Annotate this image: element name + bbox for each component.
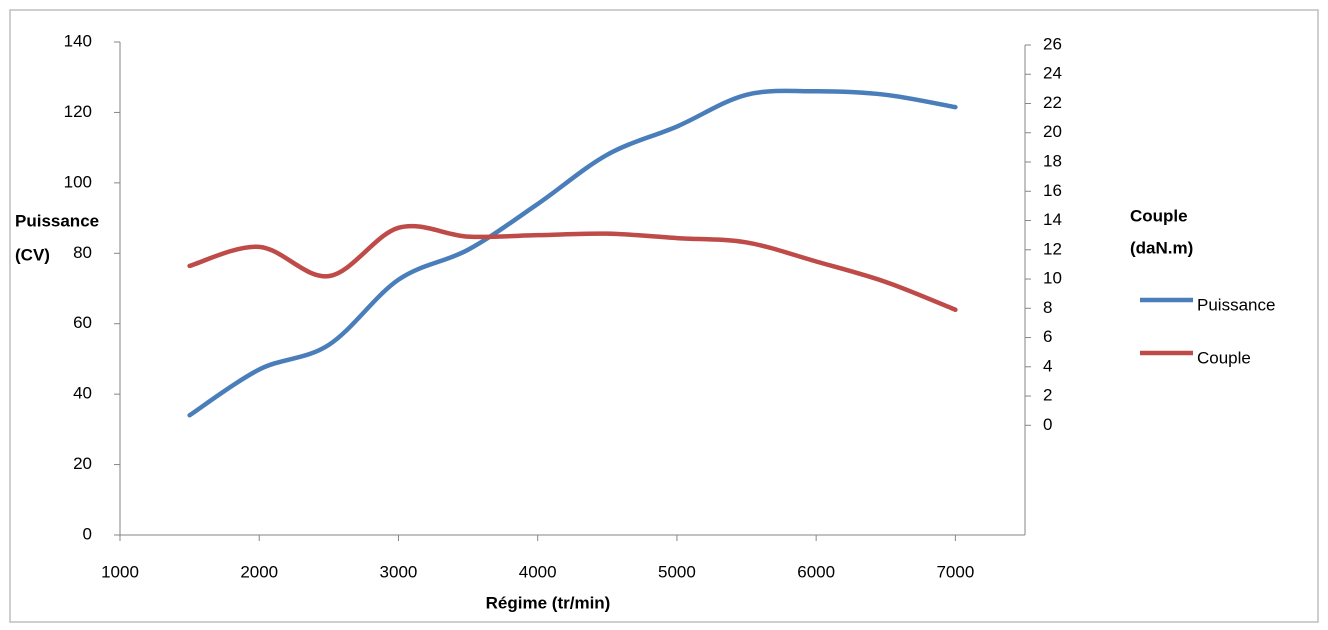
y-tick-label: 140 — [64, 31, 92, 50]
y2-tick-label: 16 — [1043, 181, 1062, 200]
y-tick-label: 0 — [83, 524, 92, 543]
y-axis-title: (CV) — [15, 245, 50, 264]
y-axis-title: Puissance — [15, 211, 99, 230]
y-tick-label: 60 — [73, 313, 92, 332]
chart-frame — [9, 9, 1319, 623]
legend-label: Puissance — [1197, 295, 1275, 314]
x-tick-label: 1000 — [101, 562, 139, 581]
x-axis-title: Régime (tr/min) — [486, 593, 611, 612]
y2-axis-title: (daN.m) — [1130, 238, 1193, 257]
y-tick-label: 120 — [64, 102, 92, 121]
series-line — [187, 223, 958, 312]
y2-tick-label: 26 — [1043, 34, 1062, 53]
y2-tick-label: 22 — [1043, 93, 1062, 112]
y2-tick-label: 4 — [1043, 356, 1052, 375]
legend-label: Couple — [1197, 348, 1251, 367]
y2-tick-label: 14 — [1043, 210, 1062, 229]
y2-tick-label: 24 — [1043, 64, 1062, 83]
y2-tick-label: 10 — [1043, 269, 1062, 288]
series-line — [187, 88, 958, 418]
x-tick-label: 2000 — [240, 562, 278, 581]
y-tick-label: 20 — [73, 454, 92, 473]
y2-tick-label: 20 — [1043, 122, 1062, 141]
x-tick-label: 3000 — [380, 562, 418, 581]
y-tick-label: 80 — [73, 243, 92, 262]
x-tick-label: 4000 — [519, 562, 557, 581]
x-tick-label: 6000 — [797, 562, 835, 581]
y2-tick-label: 0 — [1043, 415, 1052, 434]
y2-tick-label: 2 — [1043, 386, 1052, 405]
y2-tick-label: 12 — [1043, 239, 1062, 258]
y2-tick-label: 6 — [1043, 327, 1052, 346]
x-tick-label: 7000 — [936, 562, 974, 581]
y2-axis-title: Couple — [1130, 206, 1188, 225]
x-tick-label: 5000 — [658, 562, 696, 581]
y-tick-label: 100 — [64, 172, 92, 191]
y-tick-label: 40 — [73, 384, 92, 403]
y2-tick-label: 8 — [1043, 298, 1052, 317]
y2-tick-label: 18 — [1043, 151, 1062, 170]
